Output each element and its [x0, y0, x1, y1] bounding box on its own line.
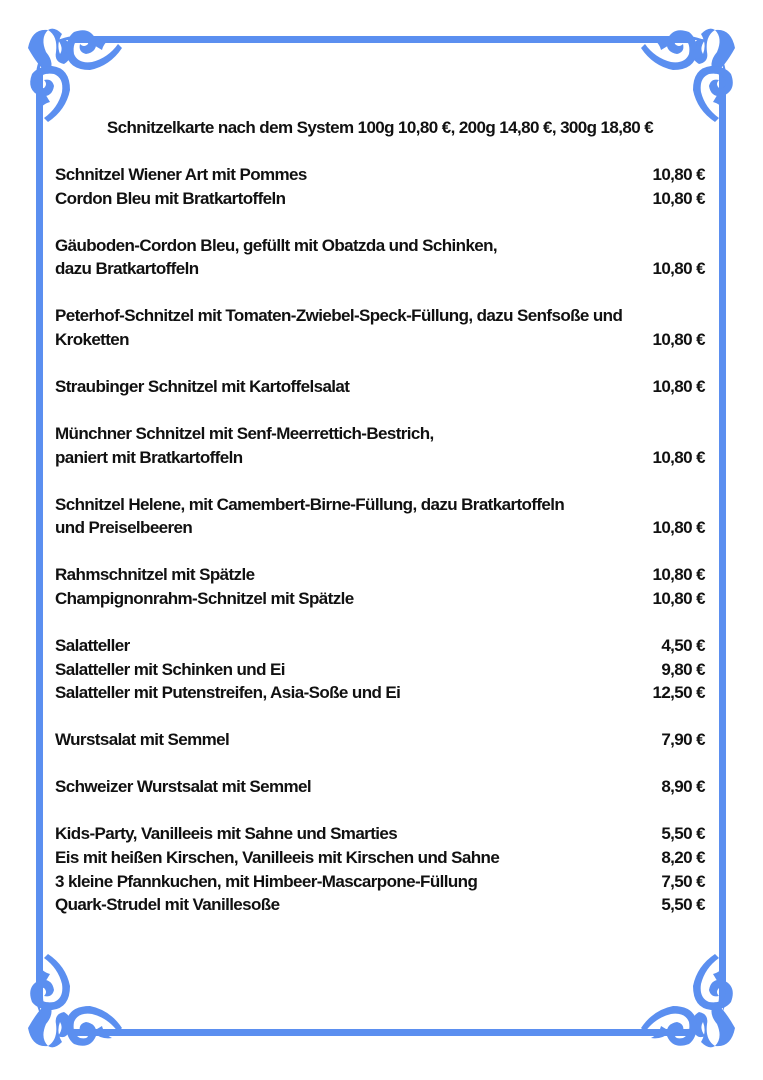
menu-title: Schnitzelkarte nach dem System 100g 10,8…	[106, 118, 654, 137]
menu-item-line: und Preiselbeeren 10,80 €	[55, 516, 706, 540]
menu-item-name: Schweizer Wurstsalat mit Semmel	[55, 777, 312, 797]
menu-item-name: Münchner Schnitzel mit Senf-Meerrettich-…	[55, 424, 434, 444]
menu-group: Salatteller 4,50 € Salatteller mit Schinke…	[55, 634, 706, 705]
menu-item-line: Münchner Schnitzel mit Senf-Meerrettich-…	[55, 422, 705, 446]
menu-item-line: paniert mit Bratkartoffeln 10,80 €	[55, 446, 706, 470]
menu-group: Gäuboden-Cordon Bleu, gefüllt mit Obatzd…	[55, 234, 706, 281]
menu-item-line: Salatteller mit Schinken und Ei 9,80 €	[55, 658, 706, 682]
corner-ornament-bottom-left	[18, 938, 138, 1058]
menu-item-name: Eis mit heißen Kirschen, Vanilleeis mit …	[55, 847, 500, 867]
menu-item-line: Wurstsalat mit Semmel 7,90 €	[55, 728, 706, 752]
menu-item-price: 5,50 €	[661, 895, 705, 915]
menu-item-name: Salatteller mit Schinken und Ei	[55, 659, 285, 679]
menu-item-name: paniert mit Bratkartoffeln	[55, 447, 243, 467]
menu-item-name: Quark-Strudel mit Vanillesoße	[55, 895, 280, 915]
menu-item-price: 10,80 €	[652, 377, 705, 397]
menu-group: Peterhof-Schnitzel mit Tomaten-Zwiebel-S…	[55, 304, 706, 352]
menu-item-name: 3 kleine Pfannkuchen, mit Himbeer-Mascar…	[55, 871, 478, 891]
menu-item-price: 7,50 €	[661, 871, 705, 891]
menu-group: Schnitzel Wiener Art mit Pommes 10,80 € Co…	[55, 163, 706, 211]
menu-item-price: 10,80 €	[652, 259, 705, 279]
menu-group: Straubinger Schnitzel mit Kartoffelsalat…	[55, 375, 706, 399]
corner-ornament-bottom-right	[625, 938, 745, 1058]
corner-ornament-top-right	[625, 18, 745, 138]
menu-item-name: Schnitzel Wiener Art mit Pommes	[55, 165, 307, 185]
menu-item-line: Schweizer Wurstsalat mit Semmel 8,90 €	[55, 775, 706, 799]
menu-item-name: Cordon Bleu mit Bratkartoffeln	[55, 188, 286, 208]
menu-item-line: Straubinger Schnitzel mit Kartoffelsalat…	[55, 375, 706, 399]
menu-item-line: Gäuboden-Cordon Bleu, gefüllt mit Obatzd…	[55, 234, 705, 258]
menu-item-price: 10,80 €	[652, 588, 705, 608]
menu-item-price: 10,80 €	[652, 329, 705, 349]
menu-item-name: dazu Bratkartoffeln	[55, 259, 199, 279]
menu-item-line: Champignonrahm-Schnitzel mit Spätzle 10,8…	[55, 587, 706, 611]
menu-item-price: 5,50 €	[661, 824, 705, 844]
menu-item-price: 10,80 €	[652, 518, 705, 538]
menu-item-price: 10,80 €	[652, 165, 705, 185]
menu-item-price: 9,80 €	[661, 659, 705, 679]
menu-group: Kids-Party, Vanilleeis mit Sahne und Sma…	[55, 822, 706, 917]
menu-item-line: Schnitzel Helene, mit Camembert-Birne-Fü…	[55, 493, 705, 517]
menu-item-name: Kroketten	[55, 329, 130, 349]
menu-item-price: 12,50 €	[652, 683, 705, 703]
menu-item-line: Cordon Bleu mit Bratkartoffeln 10,80 €	[55, 187, 706, 211]
menu-item-line: Salatteller mit Putenstreifen, Asia-Soße…	[55, 681, 706, 705]
menu-item-line: Peterhof-Schnitzel mit Tomaten-Zwiebel-S…	[55, 304, 705, 328]
corner-ornament-top-left	[18, 18, 138, 138]
menu-item-line: Salatteller 4,50 €	[55, 634, 706, 658]
menu-item-price: 4,50 €	[661, 636, 705, 656]
menu-item-name: Rahmschnitzel mit Spätzle	[55, 565, 255, 585]
menu-item-line: Eis mit heißen Kirschen, Vanilleeis mit …	[55, 846, 706, 870]
menu-item-name: Gäuboden-Cordon Bleu, gefüllt mit Obatzd…	[55, 235, 498, 255]
menu-item-line: 3 kleine Pfannkuchen, mit Himbeer-Mascar…	[55, 870, 706, 894]
menu-item-price: 7,90 €	[661, 730, 705, 750]
decorative-frame	[36, 36, 726, 1036]
menu-item-line: Rahmschnitzel mit Spätzle 10,80 €	[55, 563, 706, 587]
menu-content: Schnitzelkarte nach dem System 100g 10,8…	[55, 116, 706, 940]
menu-item-name: Straubinger Schnitzel mit Kartoffelsalat	[55, 377, 350, 397]
menu-item-line: dazu Bratkartoffeln 10,80 €	[55, 257, 706, 281]
menu-item-name: Kids-Party, Vanilleeis mit Sahne und Sma…	[55, 824, 398, 844]
menu-item-name: Champignonrahm-Schnitzel mit Spätzle	[55, 588, 354, 608]
menu-item-name: und Preiselbeeren	[55, 518, 193, 538]
menu-group: Wurstsalat mit Semmel 7,90 €	[55, 728, 706, 752]
menu-item-line: Kroketten 10,80 €	[55, 328, 706, 352]
menu-item-price: 10,80 €	[652, 565, 705, 585]
menu-item-price: 8,20 €	[661, 847, 705, 867]
menu-item-name: Schnitzel Helene, mit Camembert-Birne-Fü…	[55, 494, 565, 514]
menu-group: Schnitzel Helene, mit Camembert-Birne-Fü…	[55, 493, 706, 540]
menu-group: Schweizer Wurstsalat mit Semmel 8,90 €	[55, 775, 706, 799]
menu-item-line: Schnitzel Wiener Art mit Pommes 10,80 €	[55, 163, 706, 187]
menu-item-price: 8,90 €	[661, 777, 705, 797]
menu-item-line: Quark-Strudel mit Vanillesoße 5,50 €	[55, 893, 706, 917]
menu-item-name: Salatteller mit Putenstreifen, Asia-Soße…	[55, 683, 401, 703]
menu-item-name: Peterhof-Schnitzel mit Tomaten-Zwiebel-S…	[55, 306, 623, 326]
menu-item-price: 10,80 €	[652, 447, 705, 467]
menu-group: Münchner Schnitzel mit Senf-Meerrettich-…	[55, 422, 706, 470]
menu-item-name: Wurstsalat mit Semmel	[55, 730, 230, 750]
menu-item-name: Salatteller	[55, 636, 130, 656]
menu-list: Schnitzel Wiener Art mit Pommes 10,80 € Co…	[55, 163, 706, 917]
menu-item-price: 10,80 €	[652, 188, 705, 208]
menu-group: Rahmschnitzel mit Spätzle 10,80 € Champign…	[55, 563, 706, 611]
menu-item-line: Kids-Party, Vanilleeis mit Sahne und Sma…	[55, 822, 706, 846]
